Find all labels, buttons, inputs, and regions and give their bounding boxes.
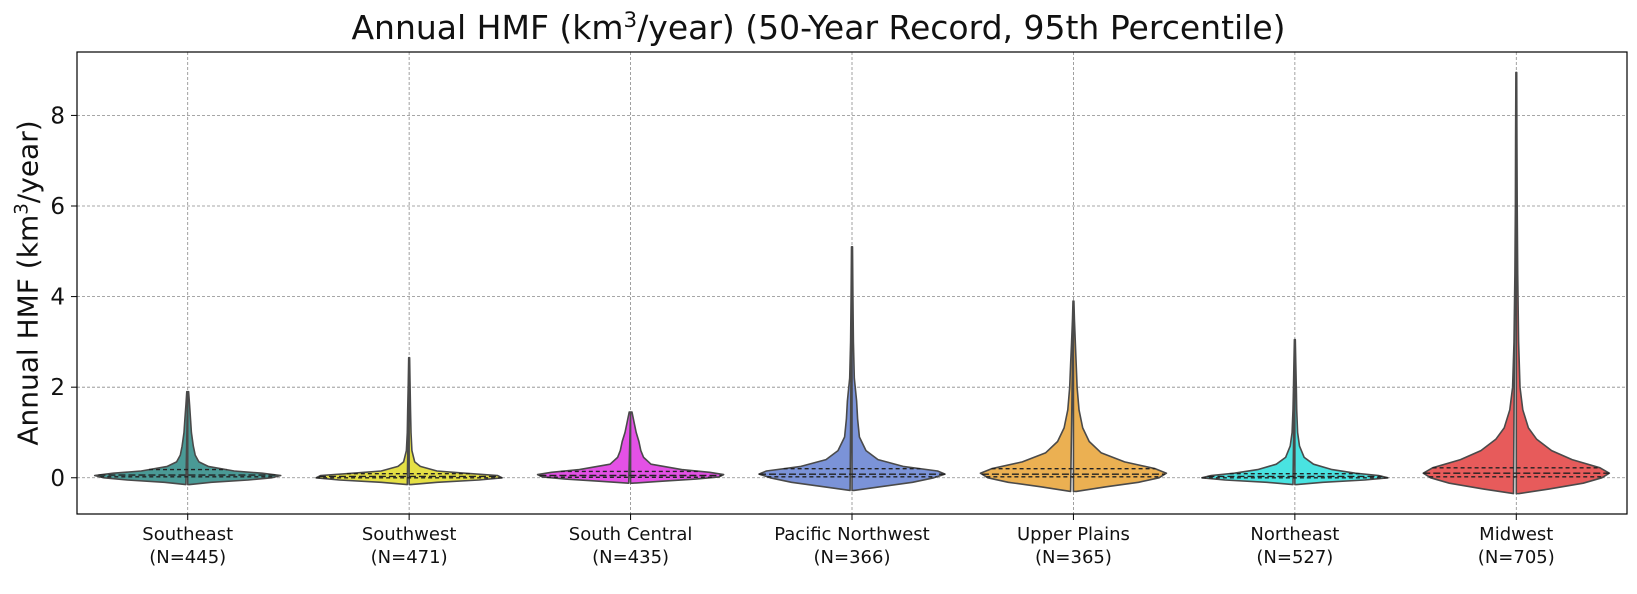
violin-body (979, 300, 1168, 493)
violin-body (93, 390, 282, 486)
x-tick-label-name: Southwest (362, 524, 457, 545)
chart-title: Annual HMF (km3/year) (50-Year Record, 9… (351, 8, 1286, 47)
x-tick-label-count: (N=365) (1035, 547, 1112, 568)
violin-body (315, 356, 503, 486)
x-tick-label-name: South Central (569, 524, 693, 545)
x-tick-label-name: Midwest (1479, 524, 1553, 545)
violins (93, 71, 1611, 495)
violin-body (758, 245, 946, 492)
x-tick-label-count: (N=366) (814, 547, 891, 568)
axis-ticks: 0 2 4 6 8 Southeast(N=445) Southwest(N=471) Sou… (50, 103, 1554, 568)
x-tick-label-count: (N=471) (371, 547, 448, 568)
violin-body (536, 411, 725, 484)
violin-body (1201, 338, 1389, 486)
x-tick-label-name: Upper Plains (1017, 524, 1130, 545)
y-tick-label: 8 (50, 103, 65, 129)
x-tick-label-count: (N=445) (149, 547, 226, 568)
y-tick-label: 0 (50, 466, 65, 492)
x-tick-label-count: (N=527) (1256, 547, 1333, 568)
x-tick-label-name: Northeast (1250, 524, 1339, 545)
y-tick-label: 2 (50, 375, 65, 401)
y-tick-label: 4 (50, 285, 65, 311)
x-tick-label-count: (N=435) (592, 547, 669, 568)
violin-body (1422, 71, 1611, 495)
x-tick-label-name: Pacific Northwest (774, 524, 930, 545)
x-tick-label-name: Southeast (142, 524, 233, 545)
x-tick-label-count: (N=705) (1478, 547, 1555, 568)
y-tick-label: 6 (50, 194, 65, 220)
